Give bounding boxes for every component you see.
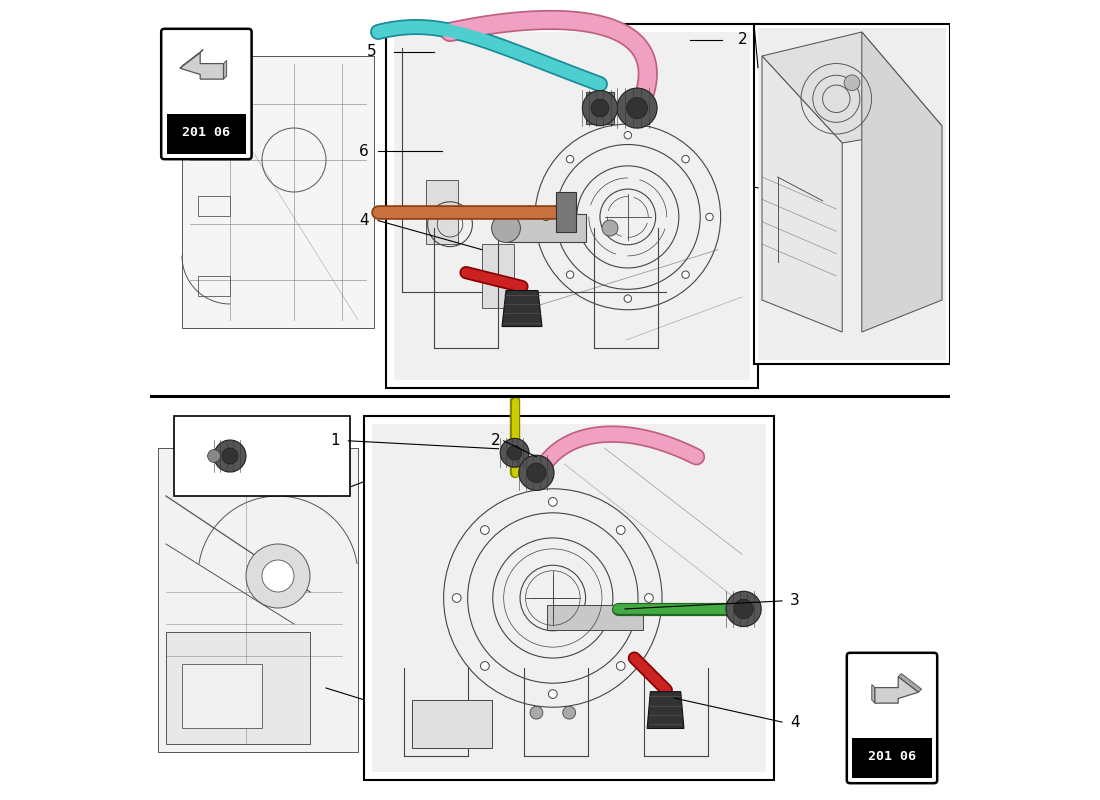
- Bar: [174, 416, 350, 496]
- Polygon shape: [861, 32, 942, 332]
- Text: 2: 2: [491, 434, 501, 448]
- Circle shape: [214, 440, 246, 472]
- Circle shape: [602, 220, 618, 236]
- Polygon shape: [874, 677, 918, 703]
- Polygon shape: [502, 290, 542, 326]
- Bar: [158, 448, 358, 752]
- Bar: [482, 244, 514, 308]
- Circle shape: [682, 271, 690, 278]
- Circle shape: [208, 450, 220, 462]
- Bar: [556, 192, 575, 232]
- Circle shape: [706, 214, 713, 221]
- Circle shape: [645, 594, 653, 602]
- Text: a partsdiagram.store: a partsdiagram.store: [484, 536, 663, 632]
- Circle shape: [262, 560, 294, 592]
- Text: 5: 5: [366, 45, 376, 59]
- FancyBboxPatch shape: [162, 29, 252, 159]
- Circle shape: [566, 155, 574, 163]
- Bar: [758, 28, 946, 360]
- Bar: [373, 424, 766, 772]
- Polygon shape: [647, 692, 684, 729]
- Text: 1: 1: [331, 434, 340, 448]
- Circle shape: [844, 75, 860, 90]
- Circle shape: [591, 99, 608, 117]
- Bar: [386, 24, 758, 388]
- Circle shape: [624, 295, 631, 302]
- Circle shape: [542, 214, 550, 221]
- Bar: [198, 276, 230, 296]
- Text: 201 06: 201 06: [868, 750, 916, 763]
- Bar: [754, 24, 950, 364]
- Polygon shape: [899, 674, 922, 692]
- Bar: [182, 664, 262, 728]
- Polygon shape: [223, 61, 227, 79]
- Circle shape: [726, 591, 761, 626]
- Circle shape: [582, 90, 617, 126]
- Circle shape: [627, 98, 648, 118]
- Bar: [412, 700, 493, 748]
- Circle shape: [563, 706, 575, 719]
- Circle shape: [682, 155, 690, 163]
- Circle shape: [549, 690, 558, 698]
- Bar: [182, 56, 374, 328]
- Bar: [625, 92, 649, 124]
- Polygon shape: [180, 50, 204, 68]
- Circle shape: [519, 455, 554, 490]
- Circle shape: [624, 131, 631, 139]
- Circle shape: [530, 706, 542, 719]
- Bar: [150, 396, 950, 800]
- Circle shape: [549, 498, 558, 506]
- FancyBboxPatch shape: [847, 653, 937, 783]
- Polygon shape: [180, 53, 223, 79]
- Circle shape: [222, 448, 238, 464]
- Circle shape: [527, 463, 546, 482]
- Bar: [166, 632, 310, 744]
- Circle shape: [246, 544, 310, 608]
- Text: 4: 4: [790, 714, 800, 730]
- Bar: [585, 92, 615, 124]
- Circle shape: [481, 662, 490, 670]
- Text: 201 06: 201 06: [183, 126, 230, 139]
- Bar: [394, 32, 750, 380]
- Circle shape: [734, 599, 754, 618]
- Bar: [548, 605, 643, 630]
- Circle shape: [507, 446, 521, 460]
- Bar: [852, 738, 932, 778]
- Text: a partsdiagram.store: a partsdiagram.store: [484, 152, 663, 248]
- Text: 6: 6: [359, 144, 369, 159]
- Bar: [150, 0, 950, 396]
- Circle shape: [452, 594, 461, 602]
- Circle shape: [616, 662, 625, 670]
- Circle shape: [566, 271, 574, 278]
- Polygon shape: [762, 32, 942, 143]
- Text: 3: 3: [790, 594, 800, 609]
- Bar: [167, 114, 246, 154]
- Polygon shape: [762, 56, 843, 332]
- Polygon shape: [872, 685, 875, 703]
- Circle shape: [616, 526, 625, 534]
- Bar: [364, 416, 774, 780]
- Bar: [198, 196, 230, 216]
- Circle shape: [617, 88, 657, 128]
- Circle shape: [481, 526, 490, 534]
- Circle shape: [500, 438, 529, 467]
- Text: 4: 4: [359, 213, 369, 228]
- Bar: [426, 180, 458, 244]
- Circle shape: [492, 214, 520, 242]
- Text: 2: 2: [738, 33, 748, 47]
- Bar: [506, 214, 586, 242]
